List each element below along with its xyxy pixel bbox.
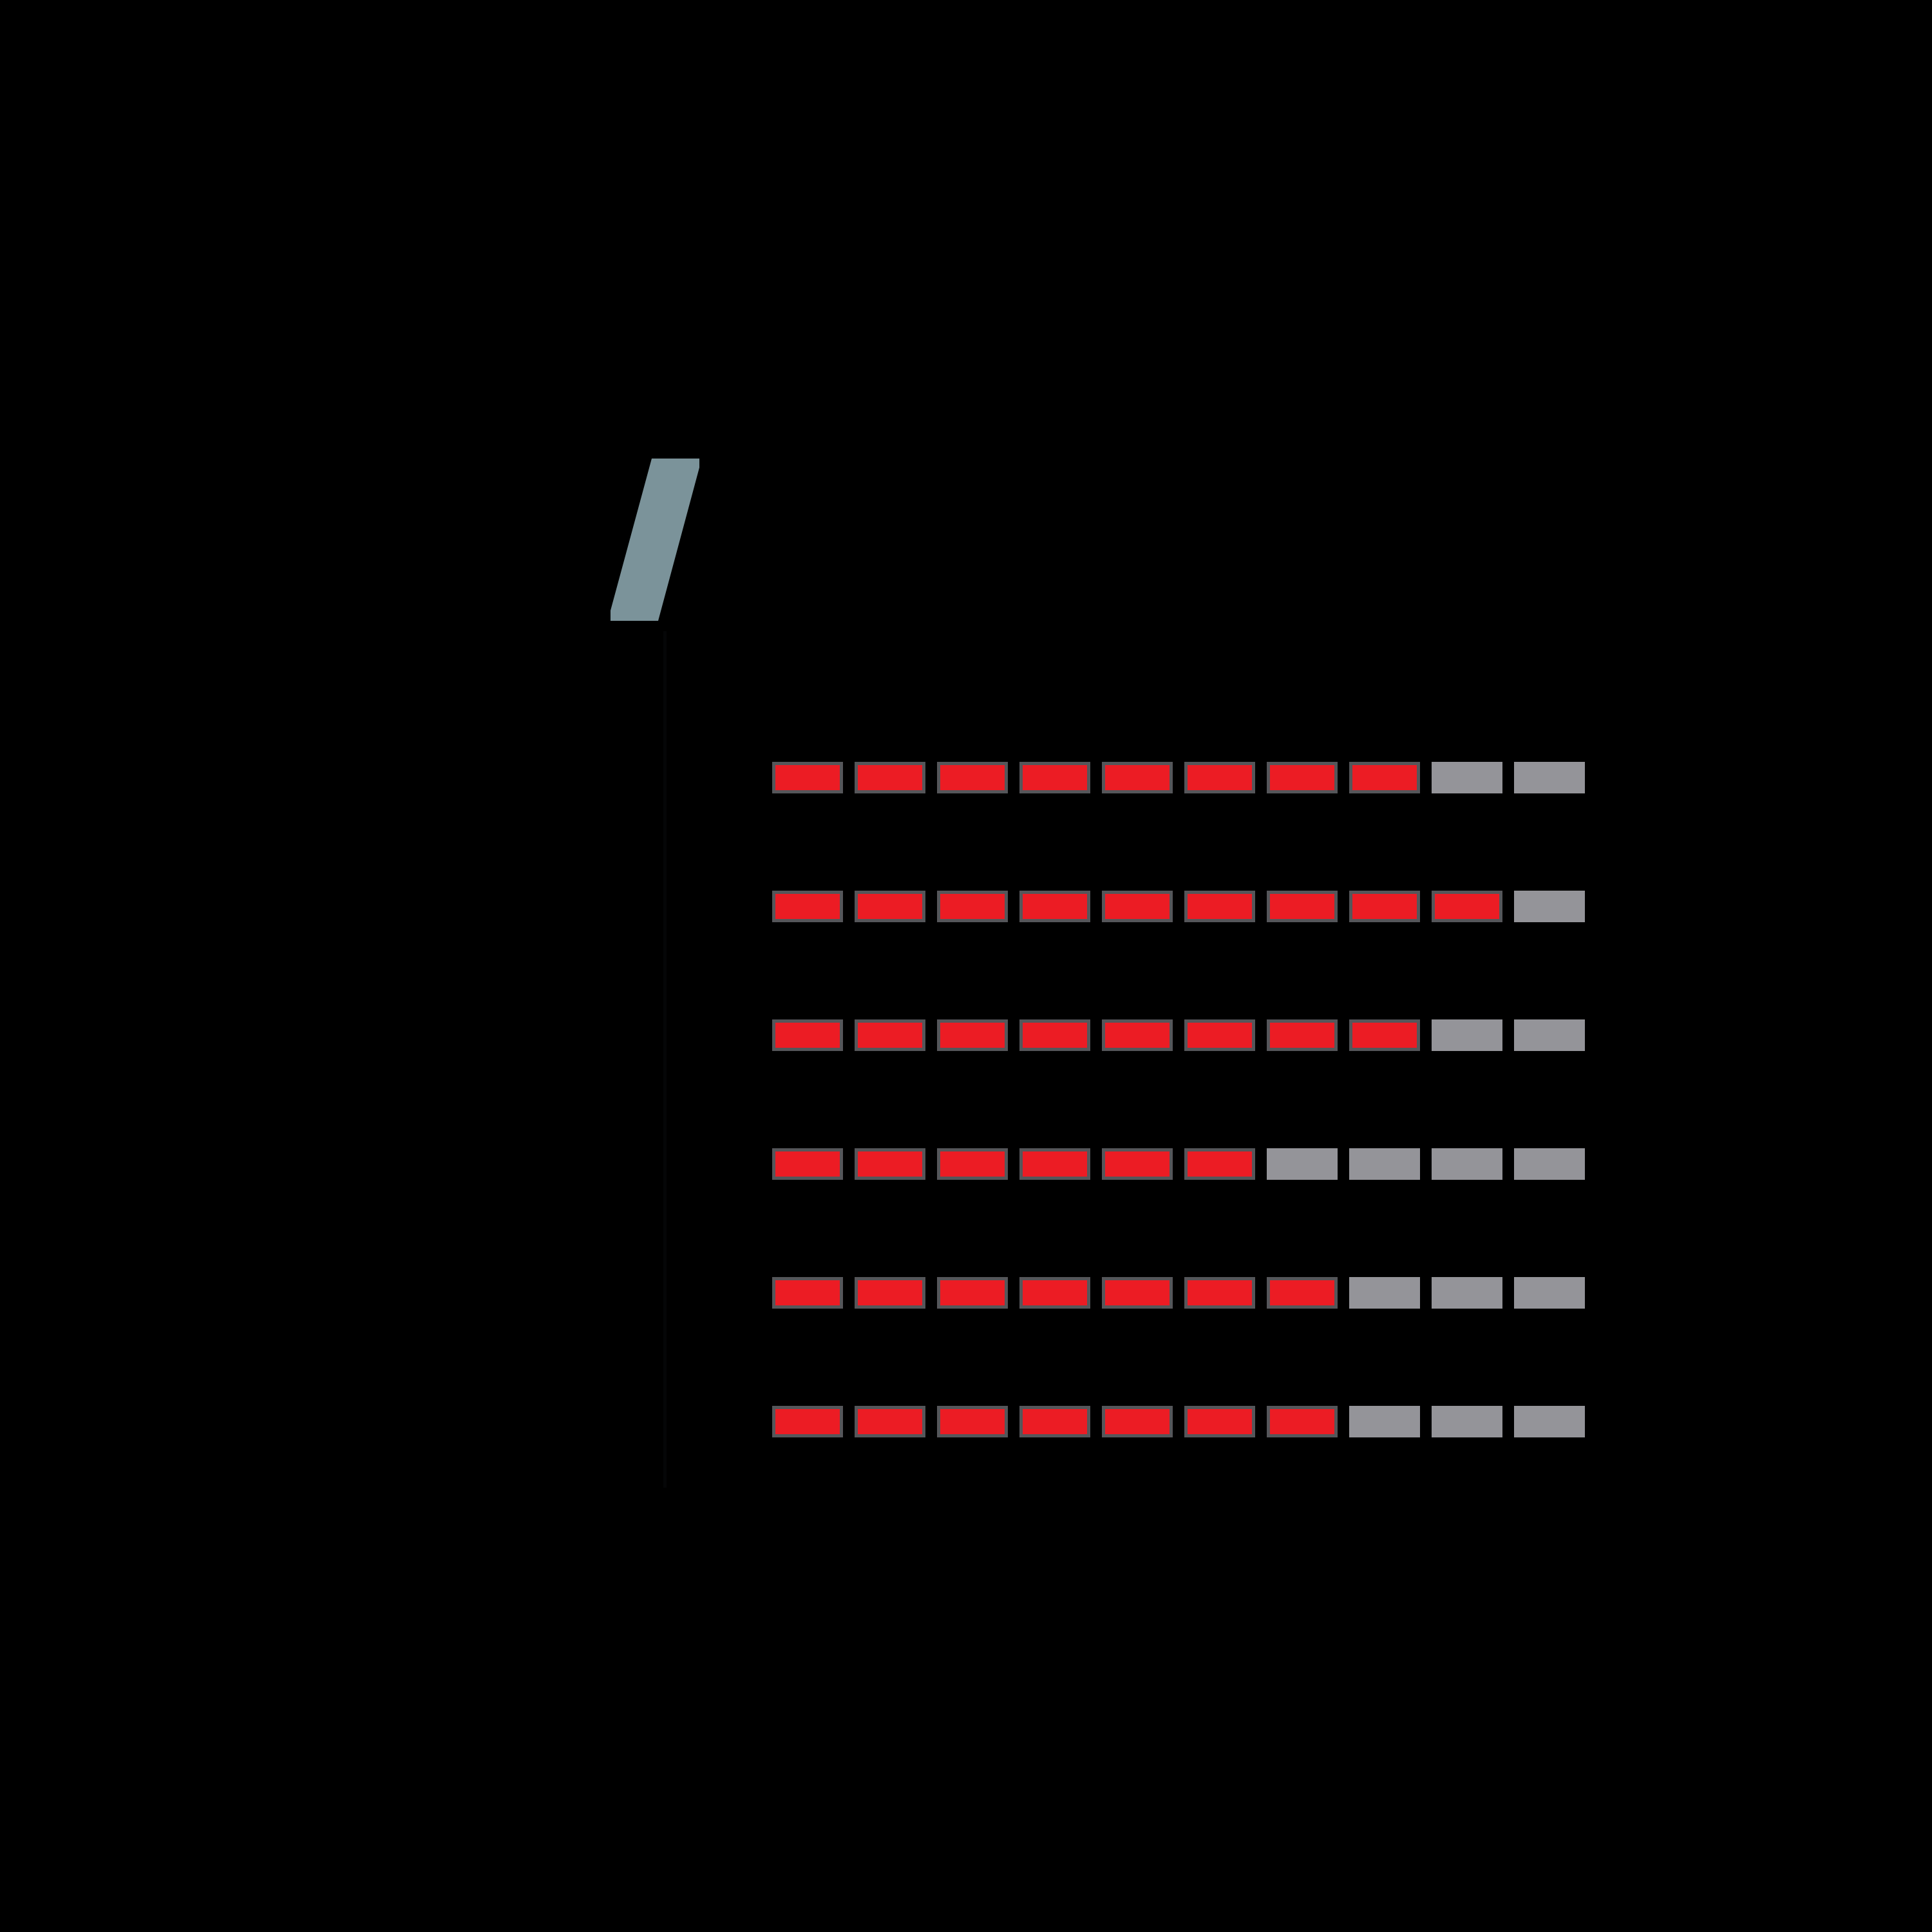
matrix-cell-filled[interactable] <box>772 762 843 793</box>
matrix-cell-filled[interactable] <box>855 1277 925 1309</box>
matrix-cell-filled[interactable] <box>1432 891 1502 922</box>
matrix-cell-filled[interactable] <box>772 1019 843 1051</box>
matrix-cell-empty[interactable] <box>1432 1148 1502 1180</box>
matrix-cell-empty[interactable] <box>1349 1148 1420 1180</box>
vertical-divider <box>663 631 667 1488</box>
matrix-cell-filled[interactable] <box>1267 1406 1338 1437</box>
matrix-cell-filled[interactable] <box>1102 1019 1173 1051</box>
matrix-cell-filled[interactable] <box>937 1148 1008 1180</box>
matrix-cell-empty[interactable] <box>1432 1019 1502 1051</box>
matrix-cell-filled[interactable] <box>1349 762 1420 793</box>
matrix-cell-filled[interactable] <box>1184 762 1255 793</box>
matrix-row <box>772 891 1597 922</box>
matrix-cell-empty[interactable] <box>1514 762 1585 793</box>
matrix-cell-filled[interactable] <box>1019 891 1090 922</box>
matrix-cell-filled[interactable] <box>937 1019 1008 1051</box>
matrix-cell-filled[interactable] <box>1102 762 1173 793</box>
matrix-cell-filled[interactable] <box>937 891 1008 922</box>
matrix-cell-filled[interactable] <box>855 1148 925 1180</box>
matrix-cell-empty[interactable] <box>1514 891 1585 922</box>
matrix-cell-filled[interactable] <box>1184 1019 1255 1051</box>
matrix-cell-filled[interactable] <box>1267 1019 1338 1051</box>
matrix-cell-filled[interactable] <box>855 762 925 793</box>
matrix-cell-filled[interactable] <box>1019 1148 1090 1180</box>
matrix-cell-filled[interactable] <box>1019 1277 1090 1309</box>
matrix-cell-filled[interactable] <box>937 1277 1008 1309</box>
matrix-cell-filled[interactable] <box>1267 1277 1338 1309</box>
slash-glyph <box>611 459 699 621</box>
matrix-cell-filled[interactable] <box>1184 1406 1255 1437</box>
matrix-row <box>772 762 1597 793</box>
matrix-cell-empty[interactable] <box>1514 1019 1585 1051</box>
matrix-cell-filled[interactable] <box>772 1148 843 1180</box>
status-matrix <box>772 762 1597 1477</box>
matrix-cell-filled[interactable] <box>937 1406 1008 1437</box>
matrix-cell-filled[interactable] <box>1019 1019 1090 1051</box>
matrix-cell-filled[interactable] <box>1102 891 1173 922</box>
matrix-row <box>772 1148 1597 1180</box>
matrix-cell-empty[interactable] <box>1267 1148 1338 1180</box>
matrix-cell-filled[interactable] <box>1267 762 1338 793</box>
matrix-cell-filled[interactable] <box>772 891 843 922</box>
matrix-row <box>772 1019 1597 1051</box>
matrix-cell-empty[interactable] <box>1514 1277 1585 1309</box>
matrix-cell-filled[interactable] <box>772 1277 843 1309</box>
matrix-cell-filled[interactable] <box>937 762 1008 793</box>
matrix-cell-filled[interactable] <box>1102 1277 1173 1309</box>
matrix-cell-filled[interactable] <box>1267 891 1338 922</box>
matrix-cell-empty[interactable] <box>1514 1148 1585 1180</box>
matrix-cell-filled[interactable] <box>1184 891 1255 922</box>
matrix-cell-empty[interactable] <box>1432 762 1502 793</box>
matrix-row <box>772 1406 1597 1437</box>
matrix-cell-filled[interactable] <box>1184 1148 1255 1180</box>
matrix-cell-filled[interactable] <box>772 1406 843 1437</box>
matrix-cell-filled[interactable] <box>855 1019 925 1051</box>
matrix-cell-filled[interactable] <box>855 1406 925 1437</box>
matrix-row <box>772 1277 1597 1309</box>
matrix-cell-filled[interactable] <box>1019 762 1090 793</box>
matrix-cell-filled[interactable] <box>1184 1277 1255 1309</box>
matrix-cell-empty[interactable] <box>1432 1406 1502 1437</box>
matrix-cell-filled[interactable] <box>1019 1406 1090 1437</box>
matrix-cell-filled[interactable] <box>1349 891 1420 922</box>
matrix-cell-empty[interactable] <box>1349 1406 1420 1437</box>
matrix-cell-empty[interactable] <box>1349 1277 1420 1309</box>
matrix-cell-empty[interactable] <box>1432 1277 1502 1309</box>
matrix-cell-filled[interactable] <box>1102 1406 1173 1437</box>
matrix-cell-empty[interactable] <box>1514 1406 1585 1437</box>
matrix-cell-filled[interactable] <box>1349 1019 1420 1051</box>
matrix-cell-filled[interactable] <box>855 891 925 922</box>
matrix-cell-filled[interactable] <box>1102 1148 1173 1180</box>
